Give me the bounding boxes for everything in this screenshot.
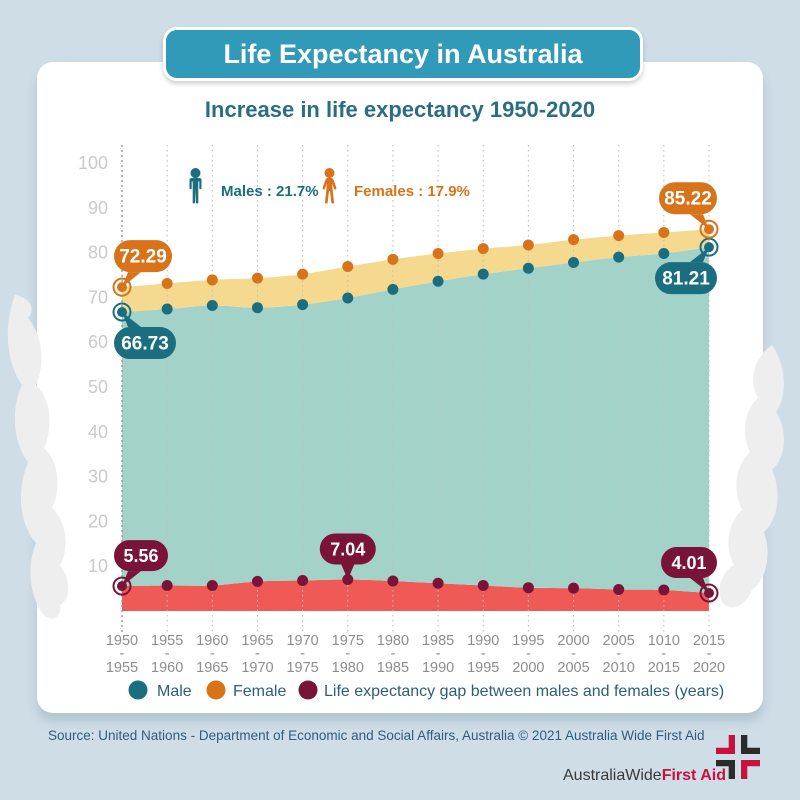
svg-text:1965: 1965 bbox=[196, 660, 228, 676]
svg-text:Life expectancy gap between ma: Life expectancy gap between males and fe… bbox=[324, 683, 724, 700]
svg-text:Females : 17.9%: Females : 17.9% bbox=[354, 183, 470, 200]
svg-text:10: 10 bbox=[88, 556, 108, 576]
svg-text:2020: 2020 bbox=[693, 660, 725, 676]
svg-text:20: 20 bbox=[88, 511, 108, 531]
svg-text:30: 30 bbox=[88, 467, 108, 487]
svg-text:Source: United Nations - Depar: Source: United Nations - Department of E… bbox=[48, 728, 705, 743]
svg-text:80: 80 bbox=[88, 243, 108, 263]
svg-text:60: 60 bbox=[88, 332, 108, 352]
svg-text:100: 100 bbox=[78, 153, 108, 173]
svg-text:2010: 2010 bbox=[603, 660, 635, 676]
svg-text:1980: 1980 bbox=[332, 660, 364, 676]
svg-text:AustraliaWideFirst Aid: AustraliaWideFirst Aid bbox=[563, 767, 726, 784]
svg-text:1975: 1975 bbox=[286, 660, 318, 676]
svg-text:1995: 1995 bbox=[467, 660, 499, 676]
svg-text:66.73: 66.73 bbox=[121, 334, 169, 355]
svg-text:72.29: 72.29 bbox=[119, 247, 167, 268]
svg-text:4.01: 4.01 bbox=[671, 553, 706, 573]
svg-text:2005: 2005 bbox=[557, 660, 589, 676]
svg-text:2000: 2000 bbox=[512, 660, 544, 676]
svg-text:1990: 1990 bbox=[422, 660, 454, 676]
svg-text:81.21: 81.21 bbox=[662, 269, 710, 290]
svg-text:90: 90 bbox=[88, 198, 108, 218]
svg-text:Male: Male bbox=[157, 683, 192, 700]
svg-text:5.56: 5.56 bbox=[123, 546, 158, 566]
svg-text:40: 40 bbox=[88, 422, 108, 442]
svg-text:7.04: 7.04 bbox=[330, 539, 365, 559]
svg-text:1955: 1955 bbox=[106, 660, 138, 676]
svg-text:Female: Female bbox=[233, 683, 286, 700]
svg-text:2015: 2015 bbox=[648, 660, 680, 676]
svg-text:50: 50 bbox=[88, 377, 108, 397]
svg-text:85.22: 85.22 bbox=[664, 189, 712, 210]
svg-text:1970: 1970 bbox=[241, 660, 273, 676]
svg-text:1985: 1985 bbox=[377, 660, 409, 676]
svg-text:70: 70 bbox=[88, 287, 108, 307]
svg-text:1960: 1960 bbox=[151, 660, 183, 676]
svg-text:Males : 21.7%: Males : 21.7% bbox=[221, 183, 319, 200]
